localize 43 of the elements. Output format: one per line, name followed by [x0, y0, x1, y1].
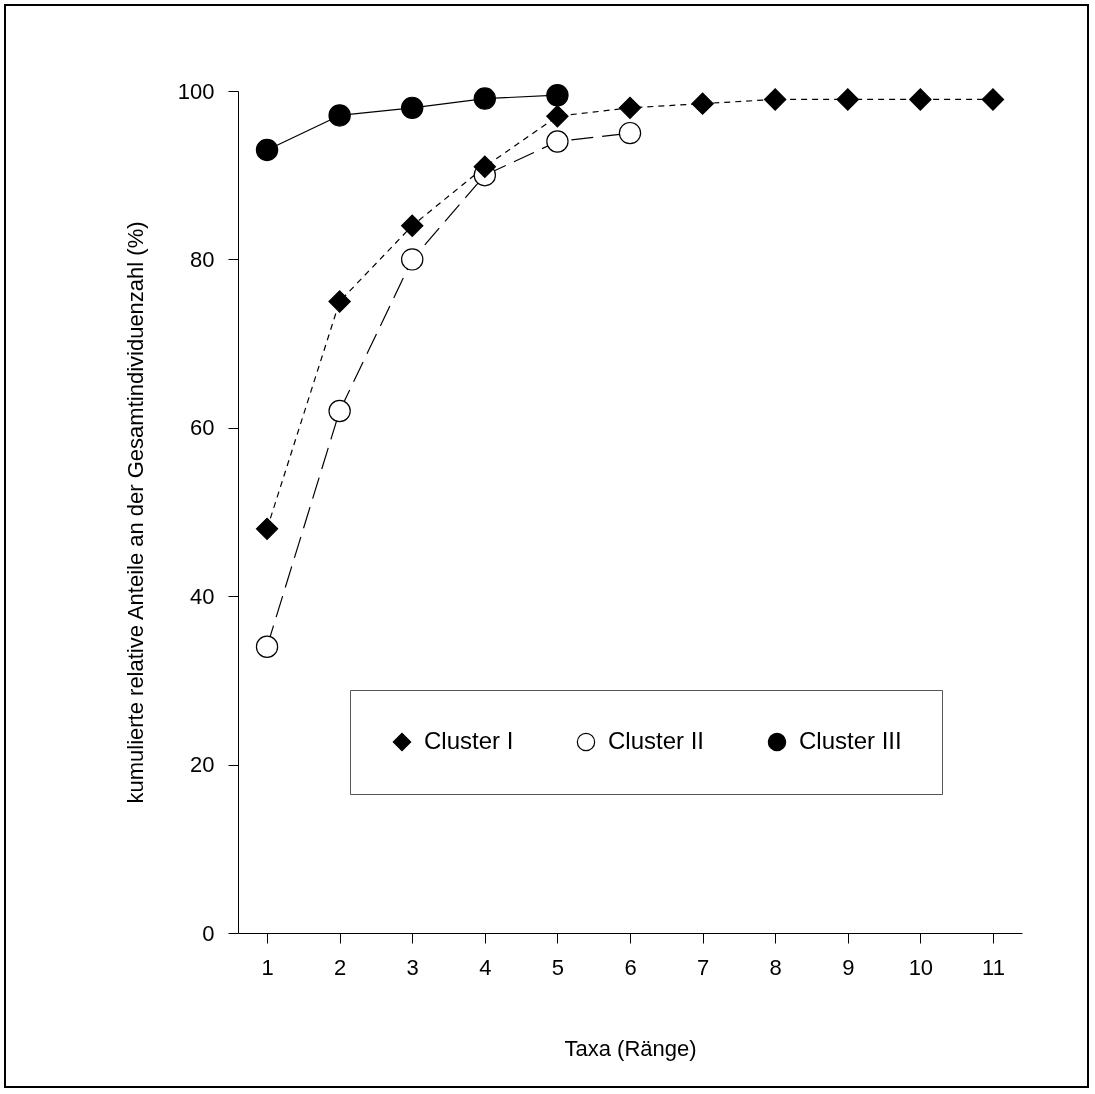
x-tick-label: 3	[406, 954, 419, 980]
x-tick-label: 4	[479, 954, 492, 980]
y-axis-title: kumulierte relative Anteile an der Gesamtindividuenzahl (%)	[122, 221, 148, 804]
point	[255, 517, 279, 541]
point	[328, 399, 351, 423]
y-tick-label: 80	[190, 246, 215, 272]
x-tick-label: 10	[908, 954, 934, 980]
legend-label: Cluster II	[608, 727, 705, 754]
point	[401, 96, 424, 120]
point	[473, 155, 497, 178]
point	[763, 88, 787, 111]
legend-label: Cluster I	[424, 727, 514, 754]
point	[909, 88, 932, 111]
y-tick-label: 20	[190, 752, 215, 778]
point	[546, 84, 569, 107]
point	[473, 87, 497, 110]
point	[401, 248, 424, 271]
point	[618, 96, 642, 120]
x-tick-label: 1	[261, 954, 274, 980]
point	[546, 105, 569, 128]
x-tick-label: 8	[769, 954, 782, 980]
point	[255, 138, 279, 162]
point	[836, 88, 859, 111]
point	[328, 290, 351, 313]
x-axis-title: Taxa (Ränge)	[564, 1035, 697, 1061]
point	[401, 214, 424, 237]
point	[255, 635, 279, 658]
x-tick-label: 5	[551, 954, 565, 980]
legend-label: Cluster III	[799, 727, 902, 754]
point	[546, 130, 569, 153]
y-tick-label: 0	[202, 920, 215, 946]
point	[618, 121, 642, 145]
x-tick-label: 7	[696, 954, 710, 980]
y-tick-label: 60	[190, 415, 215, 441]
point	[328, 104, 351, 127]
x-tick-label: 2	[334, 954, 347, 980]
y-tick-label: 100	[177, 78, 215, 104]
point	[981, 88, 1005, 111]
y-tick-label: 40	[190, 583, 215, 609]
x-tick-label: 11	[982, 954, 1005, 980]
point	[691, 92, 714, 115]
x-tick-label: 9	[842, 954, 855, 980]
x-tick-label: 6	[624, 954, 637, 980]
